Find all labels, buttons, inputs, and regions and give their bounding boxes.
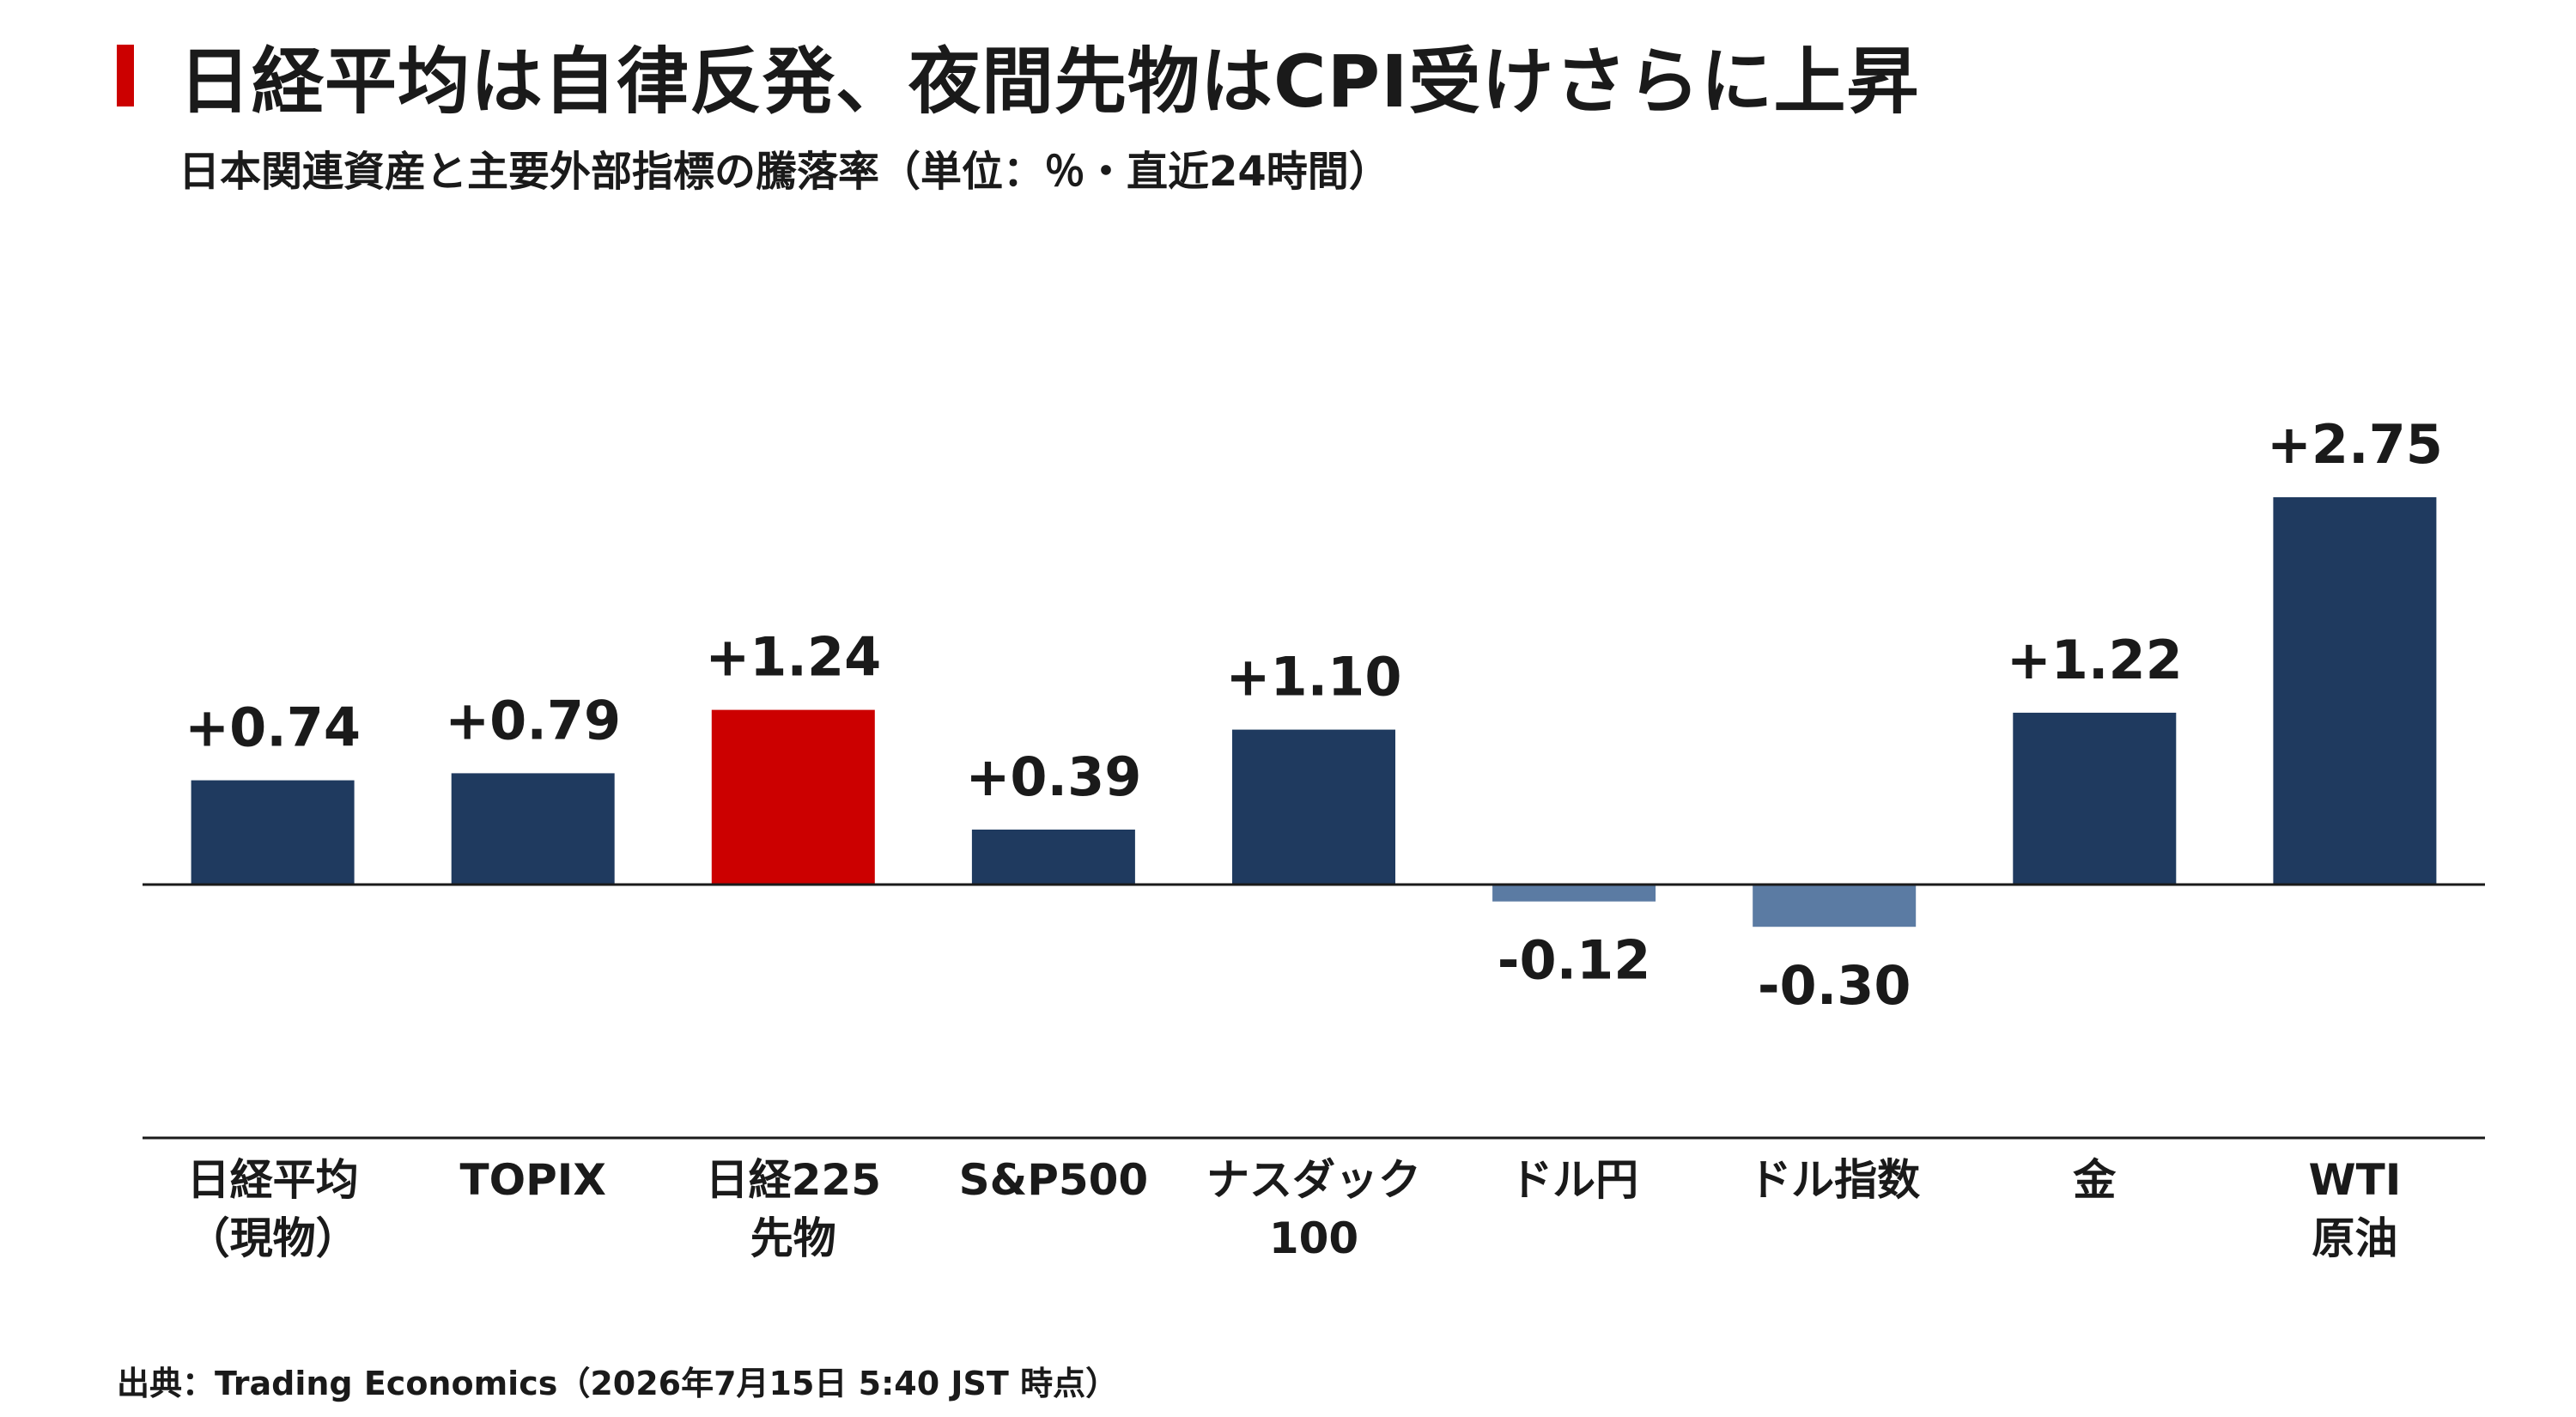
- category-label-7-0: 金: [2073, 1155, 2117, 1205]
- bar-2: [711, 709, 875, 885]
- data-label-3: +0.39: [965, 745, 1141, 808]
- category-label-5-0: ドル円: [1510, 1155, 1638, 1205]
- bar-3: [971, 830, 1135, 885]
- category-label-8-1: 原油: [2312, 1213, 2397, 1263]
- data-label-1: +0.79: [445, 689, 621, 751]
- bar-7: [2013, 712, 2177, 885]
- category-label-4-0: ナスダック: [1206, 1155, 1421, 1205]
- page-subtitle: 日本関連資産と主要外部指標の騰落率（単位：％・直近24時間）: [179, 148, 1390, 196]
- bar-4: [1232, 729, 1395, 885]
- bar-1: [451, 773, 615, 885]
- title-accent-bar: [117, 45, 134, 106]
- data-label-6: -0.30: [1758, 954, 1911, 1017]
- category-label-1-0: TOPIX: [459, 1155, 605, 1205]
- data-label-5: -0.12: [1498, 929, 1651, 992]
- data-label-8: +2.75: [2267, 413, 2443, 476]
- source-note: 出典：Trading Economics（2026年7月15日 5:40 JST…: [117, 1365, 1119, 1402]
- data-label-4: +1.10: [1226, 646, 1402, 708]
- data-label-2: +1.24: [705, 626, 881, 689]
- category-label-2-1: 先物: [750, 1213, 836, 1263]
- category-label-0-0: 日経平均: [187, 1155, 359, 1205]
- category-label-6-0: ドル指数: [1748, 1155, 1920, 1205]
- category-label-2-0: 日経225: [706, 1155, 881, 1205]
- category-label-8-0: WTI: [2308, 1155, 2401, 1205]
- bar-6: [1753, 885, 1917, 927]
- page-title: 日経平均は自律反発、夜間先物はCPI受けさらに上昇: [179, 40, 1920, 124]
- data-label-7: +1.22: [2007, 629, 2183, 691]
- bar-0: [191, 780, 355, 885]
- bar-8: [2273, 497, 2437, 885]
- category-label-4-1: 100: [1269, 1213, 1358, 1263]
- data-label-0: +0.74: [185, 696, 361, 759]
- category-label-0-1: （現物）: [187, 1213, 359, 1263]
- category-label-3-0: S&P500: [959, 1155, 1149, 1205]
- bar-5: [1492, 885, 1656, 902]
